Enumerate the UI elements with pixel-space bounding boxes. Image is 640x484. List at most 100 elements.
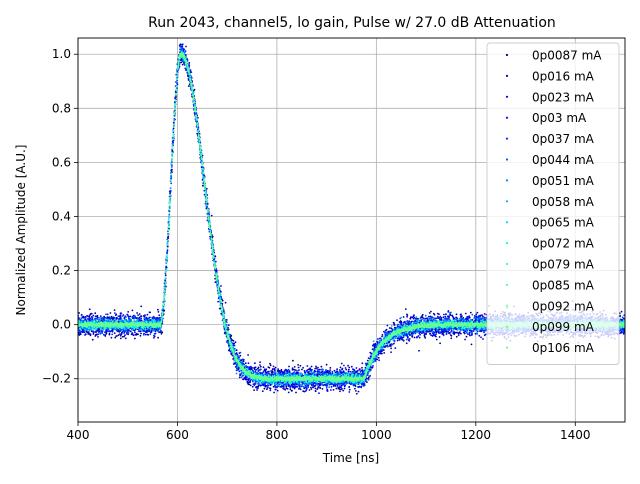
data-point xyxy=(418,350,420,352)
data-point xyxy=(428,316,430,318)
data-point xyxy=(262,390,264,392)
data-point xyxy=(167,237,169,239)
data-point xyxy=(288,366,290,368)
data-point xyxy=(361,367,363,369)
data-point xyxy=(464,339,466,341)
data-point xyxy=(465,313,467,315)
data-point xyxy=(459,331,461,333)
data-point xyxy=(95,334,97,336)
data-point xyxy=(277,390,279,392)
data-point xyxy=(104,331,106,333)
data-point xyxy=(272,368,274,370)
data-point xyxy=(83,331,85,333)
data-point xyxy=(464,333,466,335)
data-point xyxy=(381,350,383,352)
data-point xyxy=(405,308,407,310)
data-point xyxy=(185,46,187,48)
data-point xyxy=(360,387,362,389)
data-point xyxy=(475,314,477,316)
data-point xyxy=(376,359,378,361)
data-point xyxy=(321,366,323,368)
data-point xyxy=(120,312,122,314)
data-point xyxy=(269,390,271,392)
data-point xyxy=(121,333,123,335)
data-point xyxy=(131,332,133,334)
data-point xyxy=(134,315,136,317)
data-point xyxy=(430,311,432,313)
data-point xyxy=(358,391,360,393)
data-point xyxy=(419,337,421,339)
data-point xyxy=(326,389,328,391)
data-point xyxy=(339,385,341,387)
data-point xyxy=(336,368,338,370)
data-point xyxy=(355,390,357,392)
data-point xyxy=(389,327,391,329)
data-point xyxy=(253,389,255,391)
data-point xyxy=(438,317,440,319)
data-point xyxy=(111,330,113,332)
data-point xyxy=(157,309,159,311)
data-point xyxy=(443,316,445,318)
data-point xyxy=(304,370,306,372)
data-point xyxy=(236,353,238,355)
data-point xyxy=(256,389,258,391)
data-point xyxy=(281,385,283,387)
data-point xyxy=(273,368,275,370)
data-point xyxy=(351,366,353,368)
data-point xyxy=(264,388,266,390)
data-point xyxy=(269,363,271,365)
data-point xyxy=(145,334,147,336)
data-point xyxy=(116,317,118,319)
data-point xyxy=(343,370,345,372)
data-point xyxy=(345,369,347,371)
data-point xyxy=(250,385,252,387)
data-point xyxy=(329,367,331,369)
data-point xyxy=(432,334,434,336)
data-point xyxy=(327,370,329,372)
data-point xyxy=(158,311,160,313)
data-point xyxy=(245,362,247,364)
data-point xyxy=(348,370,350,372)
data-point xyxy=(362,369,364,371)
data-point xyxy=(119,333,121,335)
data-point xyxy=(132,310,134,312)
data-point xyxy=(228,324,230,326)
data-point xyxy=(84,334,86,336)
data-point xyxy=(243,378,245,380)
data-point xyxy=(381,336,383,338)
data-point xyxy=(458,334,460,336)
data-point xyxy=(340,367,342,369)
data-point xyxy=(149,311,151,313)
data-point xyxy=(438,313,440,315)
data-point xyxy=(165,274,167,276)
data-point xyxy=(246,379,248,381)
data-point xyxy=(342,390,344,392)
data-point xyxy=(451,335,453,337)
data-point xyxy=(158,314,160,316)
data-point xyxy=(109,333,111,335)
data-point xyxy=(97,315,99,317)
data-point xyxy=(357,370,359,372)
data-point xyxy=(95,331,97,333)
data-point xyxy=(370,356,372,358)
data-point xyxy=(326,364,328,366)
data-point xyxy=(145,331,147,333)
data-point xyxy=(156,317,158,319)
data-point xyxy=(182,64,184,66)
data-point xyxy=(161,333,163,335)
data-point xyxy=(466,336,468,338)
data-point xyxy=(478,335,480,337)
data-point xyxy=(302,367,304,369)
data-point xyxy=(174,98,176,100)
data-point xyxy=(309,389,311,391)
data-point xyxy=(356,393,358,395)
data-point xyxy=(140,316,142,318)
data-point xyxy=(95,315,97,317)
data-point xyxy=(140,335,142,337)
data-point xyxy=(223,310,225,312)
data-point xyxy=(93,333,95,335)
data-point xyxy=(235,341,237,343)
data-point xyxy=(456,313,458,315)
data-point xyxy=(408,340,410,342)
data-point xyxy=(140,318,142,320)
